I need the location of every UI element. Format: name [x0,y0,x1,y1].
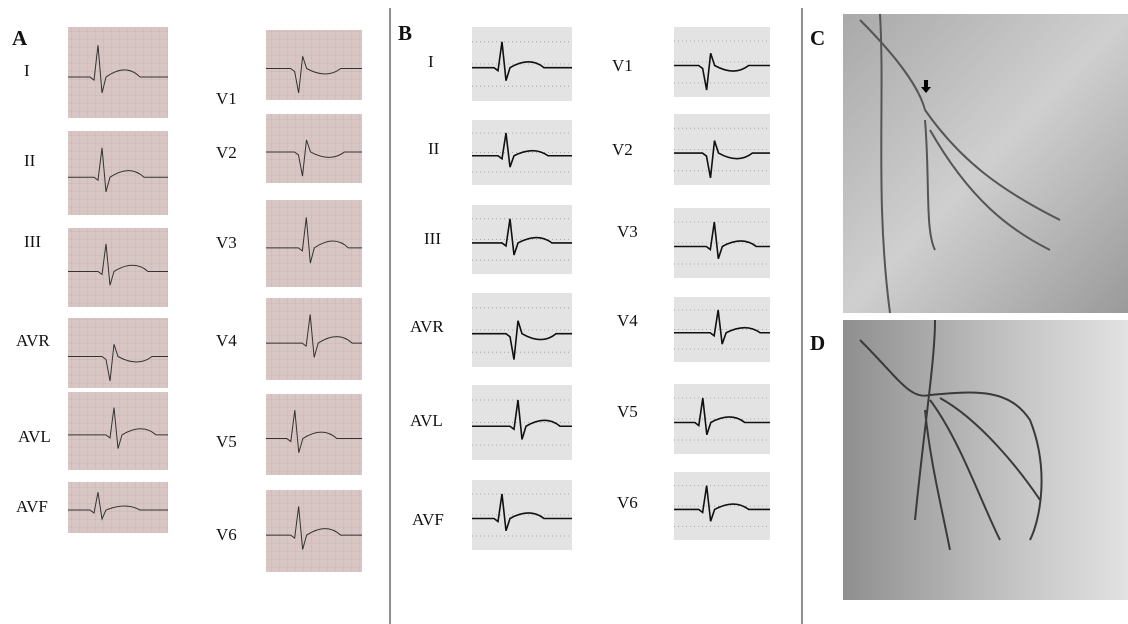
panel-label: A [12,26,28,50]
ecg-trace [266,506,362,550]
ecg-strip [472,293,572,367]
lead-label: V3 [617,222,638,241]
ecg-background [266,200,362,287]
ecg-strip [266,490,362,572]
lead-label: AVF [412,510,444,529]
ecg-strip [266,30,362,100]
lead-label: AVL [18,427,51,446]
ecg-trace [68,492,168,521]
ecg-strip [266,298,362,380]
lead-label: AVR [410,317,444,336]
ecg-strip [472,205,572,274]
lead-label: V6 [216,525,237,544]
lead-label: II [24,151,36,170]
ecg-strip [674,114,770,185]
ecg-trace [266,217,362,264]
vessel [859,319,1043,551]
ecg-background [68,27,168,118]
angiogram-image [843,14,1128,313]
ecg-trace [472,132,572,168]
ecg-trace [472,399,572,440]
ecg-trace [266,410,362,453]
ecg-background [266,114,362,183]
ecg-strip [266,394,362,475]
ecg-strip [68,27,168,118]
lead-label: V2 [216,143,237,162]
ecg-trace [266,139,362,177]
lead-label: AVL [410,411,443,430]
ecg-background [68,318,168,388]
ecg-trace [472,41,572,81]
lead-label: I [24,61,30,80]
lead-label: I [428,52,434,71]
lead-label: III [424,229,441,248]
ecg-strip [68,482,168,533]
vessel [859,13,1061,314]
ecg-strip [68,392,168,470]
lead-label: II [428,139,440,158]
ecg-strip [472,27,572,101]
ecg-trace [68,147,168,193]
ecg-strip [472,120,572,185]
lead-label: V4 [617,311,638,330]
ecg-trace [472,320,572,360]
lead-label: V4 [216,331,237,350]
ecg-background [266,394,362,475]
angiogram-image [843,320,1128,600]
ecg-trace [266,56,362,94]
ecg-strip [266,114,362,183]
ecg-trace [472,218,572,256]
ecg-trace [266,314,362,358]
lead-label: V6 [617,493,638,512]
lead-label: V2 [612,140,633,159]
ecg-trace [472,493,572,531]
ecg-trace [674,221,770,259]
ecg-trace [674,309,770,345]
ecg-strip [472,385,572,460]
ecg-background [68,482,168,533]
lead-label: AVF [16,497,48,516]
ecg-trace [674,53,770,91]
ecg-strip [266,200,362,287]
ecg-strip [472,480,572,550]
arrow [921,80,931,93]
ecg-strip [674,297,770,362]
ecg-background [266,30,362,100]
ecg-trace [68,344,168,382]
lead-label: V3 [216,233,237,252]
ecg-trace [68,407,168,449]
ecg-strip [68,131,168,215]
lead-label: AVR [16,331,50,350]
ecg-strip [674,472,770,540]
ecg-trace [674,485,770,522]
ecg-background [266,298,362,380]
ecg-background [68,392,168,470]
ecg-trace [674,397,770,435]
ecg-strip [674,27,770,97]
ecg-background [68,228,168,307]
lead-label: V1 [612,56,633,75]
lead-label: III [24,232,41,251]
lead-label: V5 [216,432,237,451]
ecg-strip [68,228,168,307]
panel-label: C [810,26,825,50]
ecg-trace [674,140,770,179]
ecg-trace [68,243,168,286]
ecg-strip [68,318,168,388]
panel-label: D [810,331,825,355]
ecg-strip [674,208,770,278]
angiograms [843,13,1128,600]
ecg-strip [674,384,770,454]
lead-label: V5 [617,402,638,421]
panel-label: B [398,21,412,45]
lead-label: V1 [216,89,237,108]
ecg-trace [68,45,168,94]
